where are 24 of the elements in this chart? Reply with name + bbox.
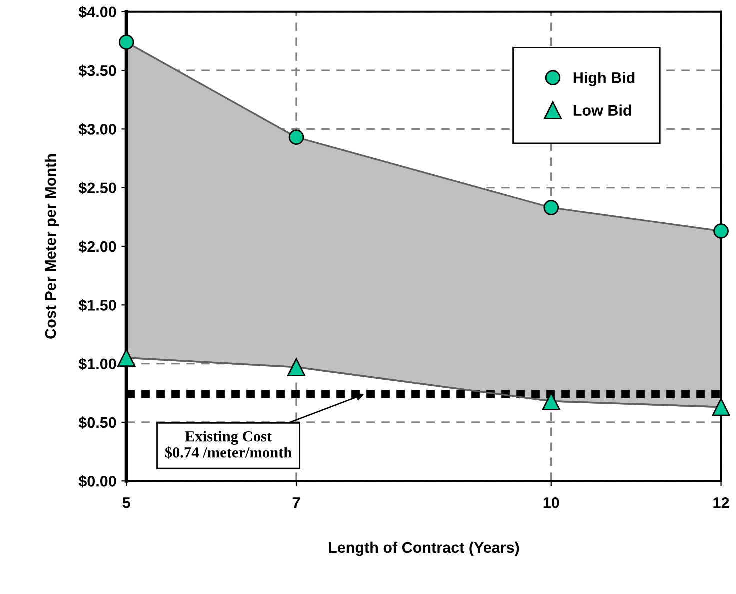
point [288, 130, 304, 146]
point [714, 224, 729, 239]
y-tick-label: $2.00 [78, 240, 116, 254]
x-tick-label: 12 [714, 498, 730, 508]
point [287, 358, 306, 376]
y-tick-label: $0.50 [78, 416, 116, 430]
x-axis-title: Length of Contract (Years) [329, 542, 520, 556]
annotation: Existing Cost $0.74 /meter/month [165, 430, 292, 459]
y-tick-label: $4.00 [78, 6, 116, 19]
point [544, 200, 560, 216]
y-tick-label: $3.00 [78, 123, 116, 136]
y-tick-label: $0.00 [78, 475, 116, 488]
x-tick-label: 5 [122, 498, 130, 508]
y-axis-title: Cost Per Meter per Month [44, 154, 60, 339]
point [712, 398, 730, 416]
x-tick-label: 7 [292, 498, 300, 508]
legend-label: High Bid [574, 72, 635, 86]
x-tick-label: 10 [544, 498, 560, 508]
legend-label: Low Bid [574, 104, 632, 116]
point [118, 34, 134, 50]
y-tick-label: $1.50 [78, 299, 116, 312]
y-tick-label: $2.50 [78, 182, 116, 195]
y-tick-label: $3.50 [78, 64, 116, 78]
y-tick-label: $1.00 [78, 358, 116, 370]
